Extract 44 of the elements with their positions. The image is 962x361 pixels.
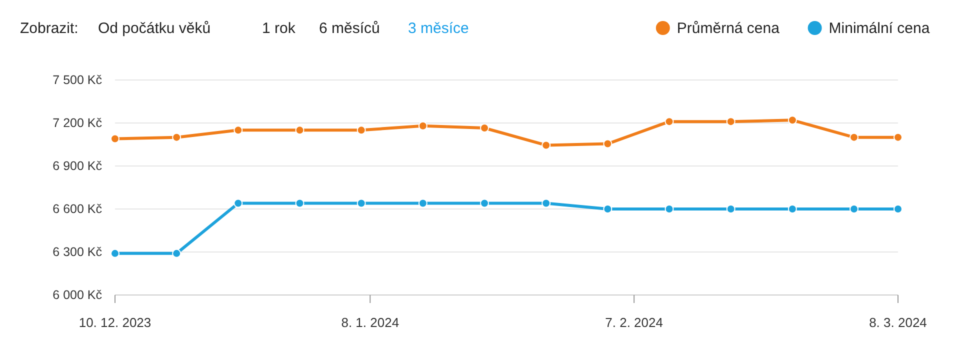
x-tick-label: 10. 12. 2023	[78, 315, 152, 330]
point	[172, 132, 182, 142]
point	[356, 198, 366, 208]
y-tick-label: 7 200 Kč	[52, 116, 102, 130]
point	[356, 126, 366, 135]
point	[894, 132, 902, 142]
point	[894, 204, 902, 214]
text: Od počátku věků	[98, 20, 211, 37]
point	[726, 117, 736, 126]
point	[850, 132, 859, 142]
point	[234, 198, 243, 208]
legend-label: Minimální cena	[828, 20, 930, 37]
point	[418, 121, 428, 130]
text: 1 rok	[262, 20, 296, 37]
y-tick-label: 6 600 Kč	[52, 202, 102, 216]
text: Zobrazit:	[20, 20, 78, 37]
point	[234, 126, 243, 135]
legend-label: Průměrná cena	[676, 20, 780, 37]
x-tick-label: 7. 2. 2024	[605, 315, 663, 330]
y-tick-label: 7 500 Kč	[52, 73, 102, 87]
point	[726, 204, 736, 214]
text: 3 měsíce	[408, 20, 469, 37]
y-tick-label: 6 900 Kč	[52, 159, 102, 173]
point	[295, 198, 304, 208]
point	[603, 139, 612, 148]
x-tick-label: 8. 1. 2024	[341, 315, 400, 330]
point	[664, 204, 674, 214]
point	[664, 117, 674, 126]
point	[172, 248, 182, 258]
text: 6 měsíců	[319, 20, 380, 37]
point	[110, 134, 120, 144]
point	[542, 140, 551, 150]
y-tick-label: 6 300 Kč	[52, 245, 102, 259]
point	[110, 248, 120, 258]
point	[788, 116, 797, 125]
point	[788, 204, 797, 214]
point	[603, 204, 612, 214]
point	[480, 198, 490, 208]
point	[418, 198, 428, 208]
x-tick-label: 8. 3. 2024	[869, 315, 927, 330]
point	[295, 126, 304, 135]
y-tick-label: 6 000 Kč	[52, 288, 102, 302]
point	[542, 198, 551, 208]
point	[850, 204, 859, 214]
